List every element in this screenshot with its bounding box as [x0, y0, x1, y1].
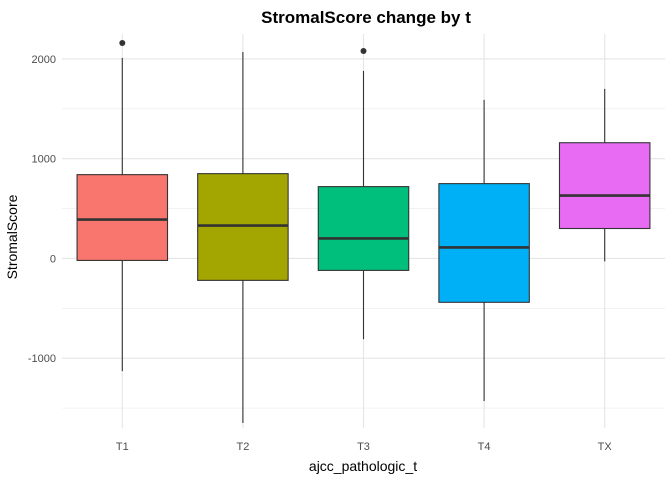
box-t4	[438, 99, 530, 402]
x-tick-label: T3	[357, 441, 370, 453]
box-body	[197, 173, 289, 281]
box-tx	[558, 88, 651, 262]
x-tick-label: T1	[116, 441, 129, 453]
box-body	[438, 183, 530, 303]
chart-title: StromalScore change by t	[261, 8, 471, 27]
outlier-point	[119, 39, 126, 46]
y-tick-label: 0	[50, 253, 56, 265]
outlier-point	[360, 47, 367, 54]
y-tick-label: 1000	[32, 154, 56, 166]
box-t3	[317, 47, 410, 340]
x-axis-title: ajcc_pathologic_t	[309, 458, 417, 474]
y-tick-label: -1000	[28, 353, 56, 365]
box-body	[76, 174, 169, 261]
box-body	[317, 186, 410, 271]
y-tick-label: 2000	[32, 54, 56, 66]
y-axis-title: StromalScore	[4, 194, 20, 279]
label-layer: -1000 0 1000 2000 T1 T2 T3 T4 TX	[28, 54, 613, 453]
x-tick-label: TX	[598, 441, 613, 453]
box-body	[558, 142, 651, 230]
box-t2	[197, 51, 289, 424]
box-layer	[76, 39, 651, 424]
x-tick-label: T2	[236, 441, 249, 453]
x-tick-label: T4	[478, 441, 491, 453]
box-t1	[76, 39, 169, 372]
